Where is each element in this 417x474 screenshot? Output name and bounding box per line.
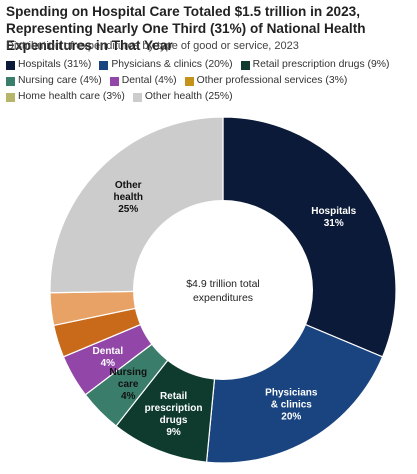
legend-item: Nursing care (4%): [6, 74, 102, 88]
legend-item: Retail prescription drugs (9%): [240, 58, 390, 72]
slice-label: Physicians & clinics 20%: [265, 388, 318, 423]
legend-swatch: [6, 76, 15, 86]
legend-label: Physicians & clinics (20%): [111, 59, 233, 70]
slice-label: Hospitals 31%: [311, 206, 356, 229]
slice-labels: Hospitals 31% Physicians & clinics 20% Retail…: [93, 180, 357, 438]
legend-swatch: [6, 92, 15, 102]
slice-label: Retail prescription drugs 9%: [145, 391, 203, 438]
legend-item: Hospitals (31%): [6, 58, 91, 72]
chart-title: Spending on Hospital Care Totaled $1.5 t…: [6, 4, 366, 53]
legend-label: Dental (4%): [121, 75, 177, 86]
slice-label: Dental 4%: [93, 346, 124, 369]
legend-swatch: [184, 76, 194, 86]
center-label-line-2: expenditures: [193, 292, 253, 304]
center-label-line-1: $4.9 trillion total: [186, 278, 260, 290]
legend-label: Retail prescription drugs (9%): [252, 59, 390, 70]
legend-item: Other professional services (3%): [184, 74, 348, 88]
legend-item: Home health care (3%): [6, 90, 125, 104]
legend-swatch: [109, 76, 119, 86]
legend-swatch: [132, 92, 142, 102]
slice-label: Nursing care 4%: [109, 367, 147, 402]
legend-label: Other health (25%): [144, 91, 233, 102]
legend-label: Other professional services (3%): [196, 75, 348, 86]
legend-label: Hospitals (31%): [18, 59, 92, 70]
legend-item: Dental (4%): [109, 74, 177, 88]
legend-item: Other health (25%): [132, 90, 233, 104]
chart-subtitle: Distribution of expenditures by type of …: [6, 40, 299, 52]
chart-legend: Hospitals (31%) Physicians & clinics (20%…: [6, 58, 416, 104]
legend-swatch: [6, 60, 15, 70]
legend-label: Home health care (3%): [18, 91, 125, 102]
legend-swatch: [240, 60, 250, 70]
legend-label: Nursing care (4%): [18, 75, 102, 86]
slice-label: Other health 25%: [113, 180, 142, 215]
legend-item: Physicians & clinics (20%): [99, 58, 233, 72]
legend-swatch: [99, 60, 109, 70]
donut-hole: [133, 200, 313, 380]
